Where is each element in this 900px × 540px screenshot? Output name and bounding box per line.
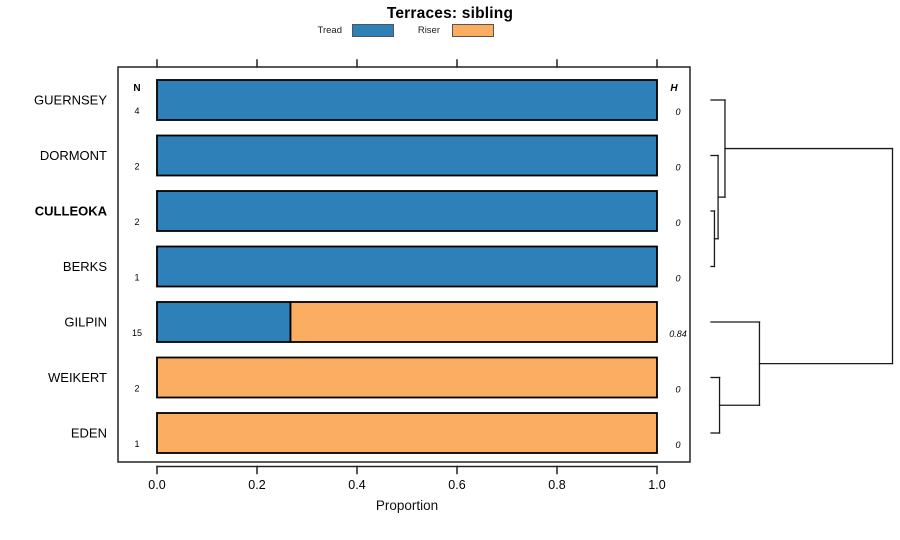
row-label-GUERNSEY: GUERNSEY: [34, 93, 107, 108]
bar-segment-tread-DORMONT: [156, 134, 658, 177]
row-label-WEIKERT: WEIKERT: [48, 370, 107, 385]
bar-segment-riser-WEIKERT: [156, 356, 658, 399]
h-column-header: H: [670, 83, 678, 94]
x-axis-title: Proportion: [375, 498, 439, 513]
n-value-WEIKERT: 2: [134, 384, 139, 394]
plot-frame: [117, 66, 691, 463]
n-value-CULLEOKA: 2: [134, 217, 139, 227]
row-label-EDEN: EDEN: [71, 426, 107, 441]
h-value-GUERNSEY: 0: [675, 107, 680, 117]
n-value-GILPIN: 15: [132, 328, 142, 338]
n-value-EDEN: 1: [134, 439, 139, 449]
x-tick-label: 0.4: [348, 478, 365, 492]
h-value-DORMONT: 0: [675, 163, 680, 173]
n-column-header: N: [133, 83, 140, 94]
n-value-BERKS: 1: [134, 273, 139, 283]
x-tick-label: 0.0: [148, 478, 165, 492]
bar-segment-riser-GILPIN: [289, 301, 658, 343]
h-value-CULLEOKA: 0: [675, 218, 680, 228]
h-value-EDEN: 0: [675, 440, 680, 450]
bar-segment-tread-GILPIN: [156, 301, 292, 343]
bar-segment-tread-GUERNSEY: [156, 79, 658, 121]
x-tick-label: 0.8: [548, 478, 565, 492]
row-label-DORMONT: DORMONT: [40, 148, 107, 163]
x-tick-label: 0.2: [248, 478, 265, 492]
legend-swatch-tread: [352, 24, 394, 37]
bar-segment-riser-EDEN: [156, 412, 658, 454]
h-value-GILPIN: 0.84: [669, 329, 687, 339]
bar-segment-tread-CULLEOKA: [156, 190, 658, 232]
row-label-BERKS: BERKS: [63, 259, 107, 274]
legend-swatch-riser: [452, 24, 494, 37]
row-label-GILPIN: GILPIN: [64, 315, 107, 330]
chart-title: Terraces: sibling: [386, 5, 514, 22]
x-tick-label: 0.6: [448, 478, 465, 492]
n-value-GUERNSEY: 4: [134, 106, 139, 116]
legend-label-riser: Riser: [417, 25, 440, 36]
legend-label-tread: Tread: [317, 25, 342, 36]
x-tick-label: 1.0: [648, 478, 665, 492]
h-value-WEIKERT: 0: [675, 385, 680, 395]
n-value-DORMONT: 2: [134, 162, 139, 172]
bar-segment-tread-BERKS: [156, 245, 658, 288]
h-value-BERKS: 0: [675, 274, 680, 284]
row-label-CULLEOKA: CULLEOKA: [35, 204, 108, 219]
